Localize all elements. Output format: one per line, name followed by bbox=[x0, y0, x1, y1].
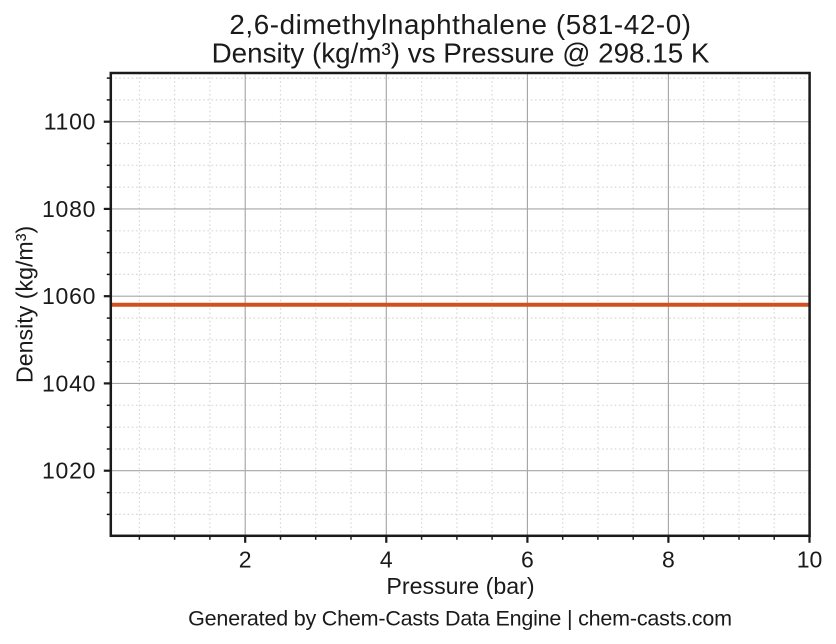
svg-text:Pressure (bar): Pressure (bar) bbox=[386, 573, 534, 599]
svg-text:1020: 1020 bbox=[42, 458, 96, 484]
svg-text:1080: 1080 bbox=[42, 196, 96, 222]
svg-text:1060: 1060 bbox=[42, 283, 96, 309]
svg-text:8: 8 bbox=[662, 546, 675, 572]
svg-text:Density (kg/m³) vs Pressure @: Density (kg/m³) vs Pressure @ 298.15 K bbox=[212, 38, 710, 69]
svg-text:2,6-dimethylnaphthalene (581-4: 2,6-dimethylnaphthalene (581-42-0) bbox=[229, 9, 691, 40]
svg-text:Generated by Chem-Casts Data E: Generated by Chem-Casts Data Engine | ch… bbox=[188, 607, 732, 631]
svg-text:4: 4 bbox=[380, 546, 393, 572]
svg-text:2: 2 bbox=[239, 546, 252, 572]
svg-text:1040: 1040 bbox=[42, 370, 96, 396]
svg-text:10: 10 bbox=[797, 546, 823, 572]
svg-text:Density (kg/m³): Density (kg/m³) bbox=[12, 226, 38, 383]
svg-text:1100: 1100 bbox=[44, 109, 96, 135]
svg-text:6: 6 bbox=[521, 546, 534, 572]
